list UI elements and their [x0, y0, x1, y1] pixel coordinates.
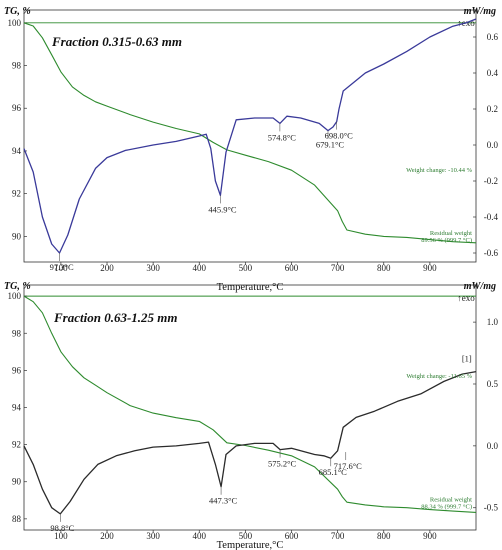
- x-tick-label: 600: [285, 263, 299, 273]
- y-left-tick-label: 88: [12, 514, 22, 524]
- y-left-tick-label: 92: [12, 189, 21, 199]
- y-left-tick-label: 100: [8, 18, 22, 28]
- x-tick-label: 200: [100, 263, 114, 273]
- y-right-tick-label: -0.4: [484, 212, 499, 222]
- peak-label: 574.8°C: [268, 132, 297, 142]
- peak-label: 685.1°C: [319, 467, 348, 477]
- x-tick-label: 300: [146, 531, 160, 541]
- x-tick-label: 400: [193, 531, 207, 541]
- y-left-tick-label: 98: [12, 328, 22, 338]
- y-left-tick-label: 90: [12, 231, 22, 241]
- x-tick-label: 500: [239, 531, 253, 541]
- chart-panel-2: 100 200 300 400 500 600 700 800 900 88 90 92 94 96 98 1…: [4, 281, 499, 550]
- residual-weight-value: 88.34 % (999.7 °C): [421, 504, 472, 511]
- y-right-axis-title: mW/mg: [464, 281, 496, 292]
- y-left-axis-title: TG, %: [4, 281, 31, 292]
- x-tick-label: 800: [377, 263, 391, 273]
- weight-change-note: Weight change: -11.65 %: [406, 373, 472, 380]
- y-right-tick-label: 0.0: [487, 140, 499, 150]
- peak-label: 679.1°C: [316, 140, 345, 150]
- x-tick-label: 900: [423, 263, 437, 273]
- x-tick-label: 500: [239, 263, 253, 273]
- residual-weight-note: Residual weight: [430, 230, 472, 237]
- x-axis-title: Temperature,°C: [217, 540, 284, 550]
- peak-label: 717.6°C: [334, 461, 363, 471]
- x-tick-label: 100: [54, 531, 68, 541]
- y-right-tick-label: -0.6: [484, 248, 499, 258]
- x-tick-label: 300: [146, 263, 160, 273]
- y-right-tick-label: 1.0: [487, 317, 499, 327]
- peak-label: 575.2°C: [268, 459, 297, 469]
- y-right-tick-label: 0.5: [487, 379, 499, 389]
- plot-frame: [23, 9, 477, 263]
- y-left-tick-label: 92: [12, 440, 21, 450]
- x-tick-label: 700: [331, 263, 345, 273]
- panel-label: Fraction 0.63-1.25 mm: [53, 310, 178, 325]
- x-tick-label: 600: [285, 531, 299, 541]
- tg-curve-line: [23, 22, 477, 244]
- tg-curve-line: [23, 295, 477, 513]
- dsc-curve-line: [23, 370, 477, 515]
- x-tick-label: 400: [193, 263, 207, 273]
- y-left-tick-label: 96: [12, 365, 22, 375]
- weight-change-note: Weight change: -10.44 %: [406, 167, 472, 174]
- x-tick-label: 100: [54, 263, 68, 273]
- y-left-tick-label: 96: [12, 103, 22, 113]
- step-label: [1]: [462, 354, 472, 364]
- y-right-tick-label: -0.5: [484, 503, 499, 513]
- peak-label: 97.3°C: [50, 262, 74, 272]
- y-right-axis-title: mW/mg: [464, 6, 496, 17]
- peak-label: 445.9°C: [208, 204, 237, 214]
- x-tick-label: 200: [100, 531, 114, 541]
- y-right-tick-label: -0.2: [484, 176, 498, 186]
- y-right-tick-label: 0.6: [487, 32, 499, 42]
- dsc-curve-line: [23, 18, 477, 254]
- x-tick-label: 800: [377, 531, 391, 541]
- chart-panel-1: 100 200 300 400 500 600 700 800 900 90 92 94 96 98 100…: [4, 6, 499, 293]
- y-left-axis-title: TG, %: [4, 6, 31, 17]
- residual-weight-note: Residual weight: [430, 497, 472, 504]
- x-axis-title: Temperature,°C: [217, 282, 284, 293]
- y-left-tick-label: 100: [8, 291, 22, 301]
- peak-label: 698.0°C: [325, 131, 354, 141]
- y-right-tick-label: 0.0: [487, 441, 499, 451]
- y-right-tick-label: 0.2: [487, 104, 498, 114]
- panel-label: Fraction 0.315-0.63 mm: [51, 34, 182, 49]
- y-left-tick-label: 90: [12, 477, 22, 487]
- y-left-tick-label: 94: [12, 146, 22, 156]
- x-tick-label: 900: [423, 531, 437, 541]
- y-left-tick-label: 94: [12, 403, 22, 413]
- peak-label: 98.8°C: [50, 523, 74, 533]
- peak-label: 447.3°C: [209, 496, 238, 506]
- y-left-tick-label: 98: [12, 61, 22, 71]
- exo-label: ↑exo: [457, 293, 475, 303]
- x-tick-label: 700: [331, 531, 345, 541]
- residual-weight-value: 89.56 % (999.7 °C): [421, 237, 472, 244]
- y-right-tick-label: 0.4: [487, 68, 499, 78]
